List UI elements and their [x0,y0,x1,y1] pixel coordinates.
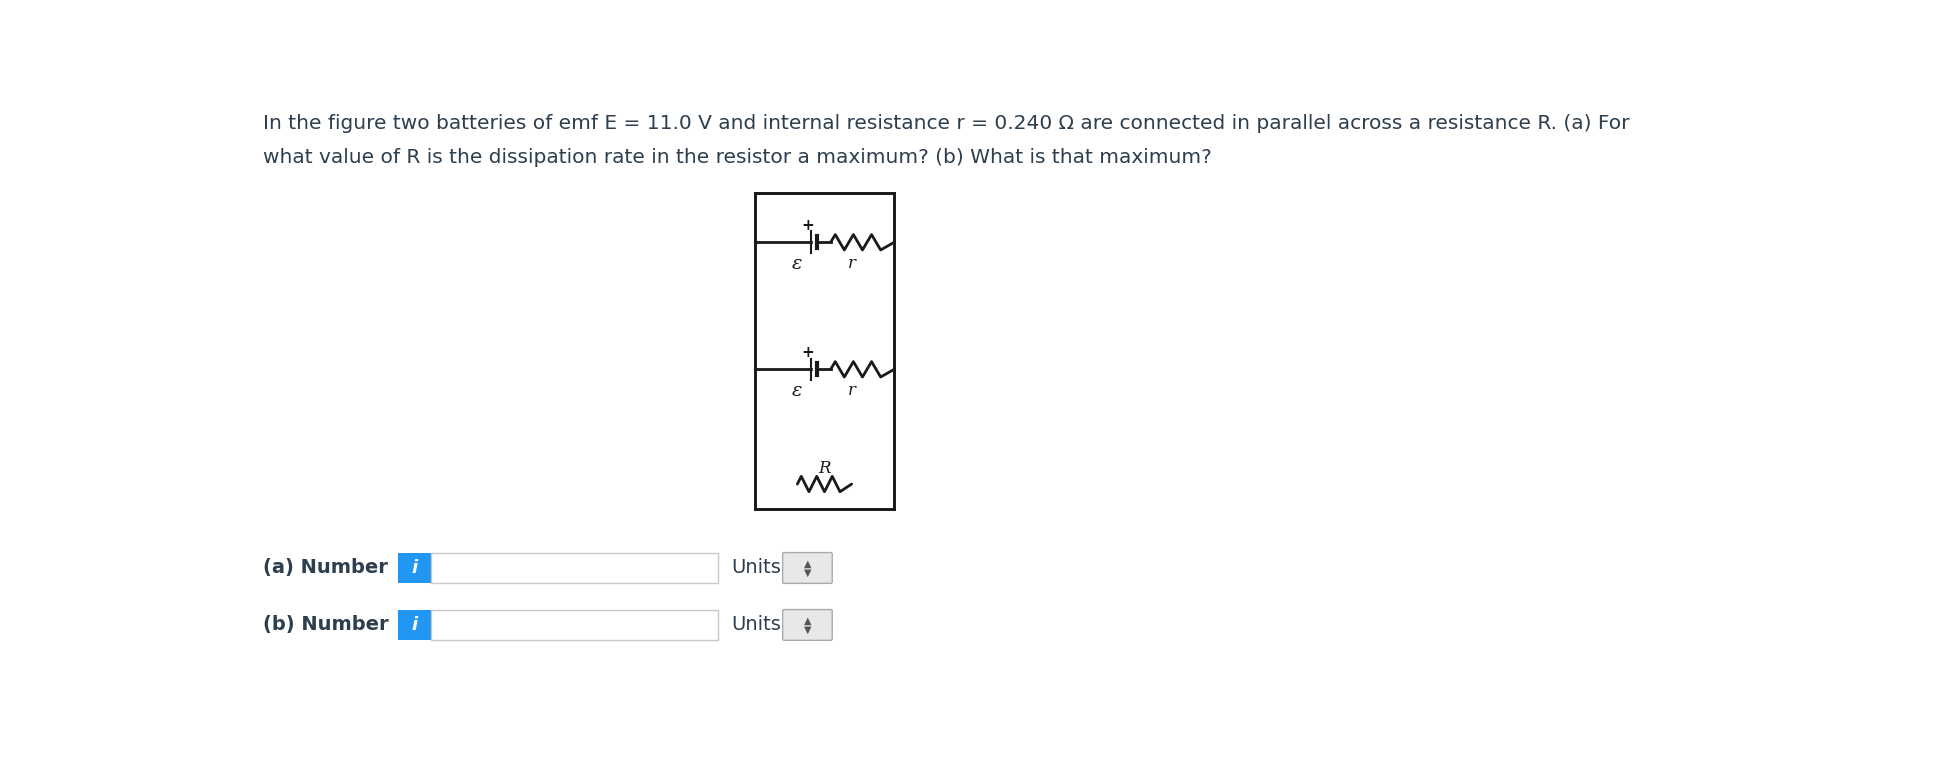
Text: r: r [848,382,856,399]
Text: R: R [817,460,831,477]
Text: i: i [411,559,418,577]
Text: ▼: ▼ [804,567,811,577]
Text: (b) Number: (b) Number [263,615,389,635]
Text: r: r [848,255,856,272]
Bar [430,611,718,639]
Bar [399,553,430,583]
Text: +: + [802,345,813,360]
Text: +: + [802,217,813,233]
FancyBboxPatch shape [782,553,833,584]
Bar [430,553,718,583]
Text: (a) Number: (a) Number [263,559,387,577]
Text: ε: ε [792,255,802,272]
Bar [755,193,895,509]
Text: what value of R is the dissipation rate in the resistor a maximum? (b) What is t: what value of R is the dissipation rate … [263,149,1210,167]
Text: Units: Units [732,559,782,577]
FancyBboxPatch shape [782,610,833,640]
Text: ▲: ▲ [804,615,811,625]
Text: Units: Units [732,615,782,635]
Text: ▼: ▼ [804,625,811,635]
Text: i: i [411,616,418,634]
Bar [399,611,430,639]
Bar [757,196,893,304]
Bar [757,323,893,431]
Text: In the figure two batteries of emf E = 11.0 V and internal resistance r = 0.240 : In the figure two batteries of emf E = 1… [263,115,1629,133]
Text: ▲: ▲ [804,558,811,568]
Text: ε: ε [792,382,802,400]
